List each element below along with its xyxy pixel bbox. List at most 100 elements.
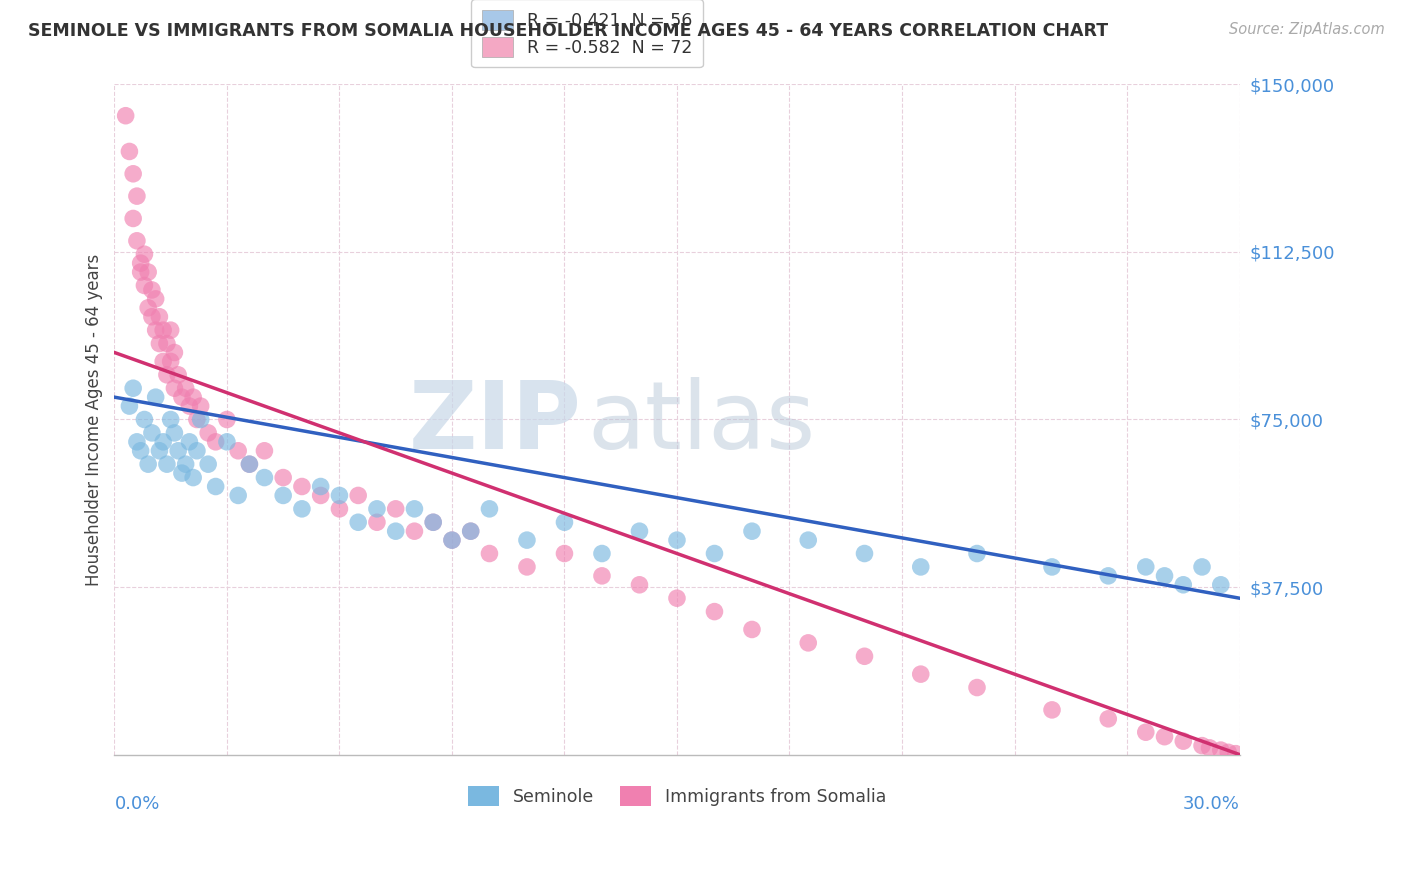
- Point: [553, 547, 575, 561]
- Point: [125, 189, 148, 203]
- Point: [226, 488, 249, 502]
- Point: [129, 443, 152, 458]
- Point: [1135, 560, 1157, 574]
- Point: [253, 443, 276, 458]
- Point: [152, 323, 174, 337]
- Point: [159, 354, 181, 368]
- Point: [122, 211, 145, 226]
- Point: [853, 547, 876, 561]
- Point: [1135, 725, 1157, 739]
- Point: [136, 457, 159, 471]
- Point: [141, 283, 163, 297]
- Point: [384, 524, 406, 538]
- Point: [167, 368, 190, 382]
- Point: [156, 336, 179, 351]
- Point: [215, 434, 238, 449]
- Point: [148, 443, 170, 458]
- Point: [148, 336, 170, 351]
- Point: [797, 636, 820, 650]
- Point: [460, 524, 482, 538]
- Point: [366, 501, 388, 516]
- Point: [204, 479, 226, 493]
- Point: [197, 425, 219, 440]
- Point: [347, 515, 370, 529]
- Point: [204, 434, 226, 449]
- Point: [910, 560, 932, 574]
- Point: [152, 434, 174, 449]
- Point: [516, 533, 538, 548]
- Point: [1097, 712, 1119, 726]
- Point: [1173, 578, 1195, 592]
- Point: [853, 649, 876, 664]
- Point: [271, 488, 294, 502]
- Point: [1209, 743, 1232, 757]
- Point: [1218, 745, 1240, 759]
- Point: [186, 412, 208, 426]
- Point: [179, 399, 201, 413]
- Point: [271, 470, 294, 484]
- Point: [591, 569, 613, 583]
- Point: [1198, 740, 1220, 755]
- Point: [179, 434, 201, 449]
- Point: [460, 524, 482, 538]
- Point: [163, 381, 186, 395]
- Point: [114, 109, 136, 123]
- Point: [125, 434, 148, 449]
- Text: 30.0%: 30.0%: [1182, 795, 1240, 813]
- Point: [145, 390, 167, 404]
- Point: [553, 515, 575, 529]
- Point: [366, 515, 388, 529]
- Point: [665, 533, 688, 548]
- Point: [238, 457, 260, 471]
- Point: [163, 425, 186, 440]
- Point: [291, 479, 314, 493]
- Text: ZIP: ZIP: [409, 376, 581, 469]
- Point: [136, 301, 159, 315]
- Text: Source: ZipAtlas.com: Source: ZipAtlas.com: [1229, 22, 1385, 37]
- Point: [145, 323, 167, 337]
- Point: [628, 578, 651, 592]
- Point: [181, 390, 204, 404]
- Point: [1225, 747, 1247, 761]
- Point: [174, 457, 197, 471]
- Point: [125, 234, 148, 248]
- Legend: Seminole, Immigrants from Somalia: Seminole, Immigrants from Somalia: [461, 779, 893, 813]
- Point: [478, 547, 501, 561]
- Point: [152, 354, 174, 368]
- Point: [741, 623, 763, 637]
- Point: [141, 425, 163, 440]
- Point: [226, 443, 249, 458]
- Point: [1191, 560, 1213, 574]
- Point: [190, 399, 212, 413]
- Point: [1040, 560, 1063, 574]
- Point: [170, 390, 193, 404]
- Point: [145, 292, 167, 306]
- Point: [136, 265, 159, 279]
- Point: [309, 479, 332, 493]
- Point: [1097, 569, 1119, 583]
- Point: [384, 501, 406, 516]
- Point: [238, 457, 260, 471]
- Point: [422, 515, 444, 529]
- Point: [291, 501, 314, 516]
- Point: [1153, 569, 1175, 583]
- Point: [1191, 739, 1213, 753]
- Point: [174, 381, 197, 395]
- Text: atlas: atlas: [586, 376, 815, 469]
- Point: [156, 457, 179, 471]
- Point: [910, 667, 932, 681]
- Point: [197, 457, 219, 471]
- Point: [347, 488, 370, 502]
- Point: [591, 547, 613, 561]
- Point: [703, 605, 725, 619]
- Point: [440, 533, 463, 548]
- Point: [703, 547, 725, 561]
- Point: [215, 412, 238, 426]
- Point: [328, 488, 350, 502]
- Text: SEMINOLE VS IMMIGRANTS FROM SOMALIA HOUSEHOLDER INCOME AGES 45 - 64 YEARS CORREL: SEMINOLE VS IMMIGRANTS FROM SOMALIA HOUS…: [28, 22, 1108, 40]
- Point: [328, 501, 350, 516]
- Point: [1209, 578, 1232, 592]
- Point: [478, 501, 501, 516]
- Point: [404, 524, 426, 538]
- Point: [797, 533, 820, 548]
